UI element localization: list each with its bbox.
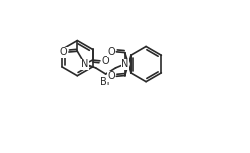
Text: O: O [101,56,109,66]
Text: Br: Br [100,77,110,87]
Text: O: O [59,47,67,57]
Text: O: O [107,47,114,57]
Text: O: O [107,71,114,81]
Text: N: N [120,59,128,69]
Text: N: N [81,59,88,69]
